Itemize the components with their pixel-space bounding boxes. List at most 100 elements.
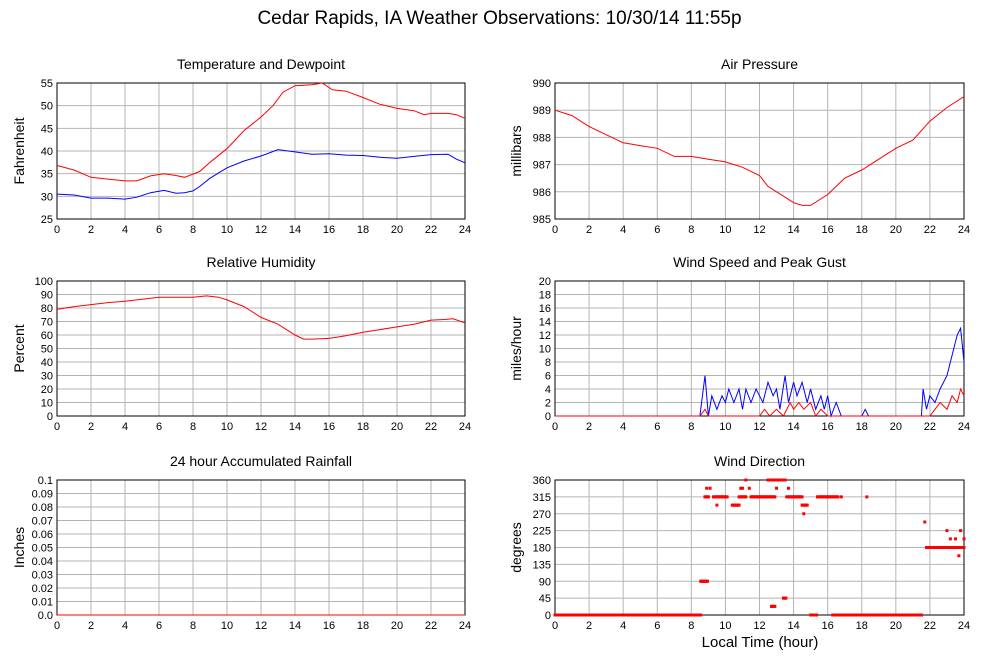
x-tick-label: 0 — [54, 421, 60, 433]
x-tick-label: 10 — [719, 421, 731, 433]
x-tick-label: 10 — [221, 224, 233, 236]
y-tick-label: 70 — [41, 317, 53, 329]
chart-title: 24 hour Accumulated Rainfall — [170, 453, 352, 469]
x-tick-label: 22 — [924, 421, 936, 433]
x-tick-label: 24 — [958, 224, 970, 236]
y-tick-label: 60 — [41, 330, 53, 342]
y-tick-label: 55 — [41, 78, 53, 90]
x-tick-label: 6 — [654, 620, 660, 632]
wind-direction-point — [737, 503, 741, 507]
wind-direction-point — [962, 537, 966, 541]
x-tick-label: 4 — [620, 421, 626, 433]
series-line-red — [56, 295, 466, 340]
wind-direction-point — [705, 486, 709, 490]
y-tick-label: 18 — [539, 290, 551, 302]
y-tick-label: 8 — [545, 357, 551, 369]
x-tick-label: 18 — [856, 620, 868, 632]
wind-direction-point — [959, 529, 963, 533]
x-tick-label: 0 — [552, 224, 558, 236]
wind-direction-point — [699, 613, 703, 617]
y-tick-label: 45 — [539, 593, 551, 605]
wind-direction-point — [836, 495, 840, 499]
x-tick-label: 10 — [221, 620, 233, 632]
x-tick-label: 8 — [688, 224, 694, 236]
y-tick-label: 270 — [533, 509, 551, 521]
x-tick-label: 18 — [357, 421, 369, 433]
x-tick-label: 10 — [221, 421, 233, 433]
x-tick-label: 22 — [425, 421, 437, 433]
wind-direction-point — [706, 495, 710, 499]
wind-direction-point — [919, 613, 923, 617]
x-tick-label: 2 — [88, 620, 94, 632]
chart-title: Air Pressure — [721, 56, 798, 72]
y-tick-label: 30 — [41, 191, 53, 203]
wind-direction-point — [800, 495, 804, 499]
x-tick-label: 16 — [323, 620, 335, 632]
x-tick-label: 20 — [391, 421, 403, 433]
plot-frame — [554, 82, 965, 220]
y-tick-label: 0.03 — [32, 570, 53, 582]
wind-direction-point — [725, 495, 729, 499]
y-tick-label: 989 — [533, 105, 551, 117]
wind-direction-point — [786, 486, 790, 490]
y-tick-label: 0.0 — [38, 610, 53, 622]
y-tick-label: 12 — [539, 330, 551, 342]
y-tick-label: 10 — [41, 398, 53, 410]
y-tick-label: 20 — [539, 276, 551, 288]
y-tick-label: 4 — [545, 384, 551, 396]
wind-direction-point — [784, 596, 788, 600]
wind-direction-point — [747, 486, 751, 490]
y-tick-label: 990 — [533, 78, 551, 90]
y-tick-label: 0.01 — [32, 597, 53, 609]
chart-title: Wind Speed and Peak Gust — [673, 254, 846, 270]
x-tick-label: 2 — [586, 224, 592, 236]
chart-rainfall: 0 2 4 6 8 10 12 14 16 18 20 22 240.00.010.020.030.04… — [11, 453, 471, 632]
chart-title: Relative Humidity — [207, 254, 316, 270]
x-tick-label: 6 — [156, 421, 162, 433]
wind-direction-point — [948, 537, 952, 541]
y-tick-label: 35 — [41, 169, 53, 181]
x-tick-label: 4 — [122, 620, 128, 632]
x-tick-label: 4 — [122, 421, 128, 433]
wind-direction-point — [783, 478, 787, 482]
x-tick-label: 14 — [787, 224, 799, 236]
x-tick-label: 8 — [688, 620, 694, 632]
y-axis-label: millibars — [508, 125, 524, 176]
x-tick-label: 24 — [958, 421, 970, 433]
wind-direction-point — [744, 495, 748, 499]
y-tick-label: 0 — [47, 411, 53, 423]
y-tick-label: 0.04 — [32, 556, 53, 568]
x-tick-label: 24 — [459, 224, 471, 236]
x-tick-label: 24 — [958, 620, 970, 632]
x-tick-label: 12 — [255, 421, 267, 433]
x-tick-label: 18 — [856, 224, 868, 236]
wind-direction-point — [708, 486, 712, 490]
y-tick-label: 0.07 — [32, 516, 53, 528]
chart-pressure: 0 2 4 6 8 10 12 14 16 18 20 22 24985986987988989990A… — [508, 56, 970, 236]
y-tick-label: 80 — [41, 303, 53, 315]
y-tick-label: 0.06 — [32, 529, 53, 541]
y-tick-label: 20 — [41, 384, 53, 396]
chart-wind-direction: 0 2 4 6 8 10 12 14 16 18 20 22 240459013518022527031… — [508, 453, 970, 632]
wind-direction-point — [706, 579, 710, 583]
series-line-blue — [56, 149, 466, 200]
x-tick-label: 8 — [190, 224, 196, 236]
series-line-red — [555, 387, 965, 418]
y-tick-label: 0 — [545, 411, 551, 423]
y-tick-label: 988 — [533, 132, 551, 144]
y-tick-label: 985 — [533, 214, 551, 226]
chart-wind-speed: 0 2 4 6 8 10 12 14 16 18 20 22 2402468101214161820Wi… — [508, 254, 970, 433]
x-tick-label: 24 — [459, 421, 471, 433]
x-tick-label: 2 — [586, 421, 592, 433]
wind-direction-point — [739, 486, 743, 490]
plot-frame — [56, 82, 466, 220]
x-tick-label: 16 — [822, 620, 834, 632]
y-axis-label: Percent — [11, 324, 27, 372]
y-tick-label: 0.1 — [38, 475, 53, 487]
y-axis-label: Fahrenheit — [11, 117, 27, 184]
series-line-red — [554, 96, 965, 206]
x-tick-label: 2 — [88, 224, 94, 236]
y-tick-label: 0.09 — [32, 489, 53, 501]
x-tick-label: 4 — [122, 224, 128, 236]
x-tick-label: 18 — [357, 620, 369, 632]
